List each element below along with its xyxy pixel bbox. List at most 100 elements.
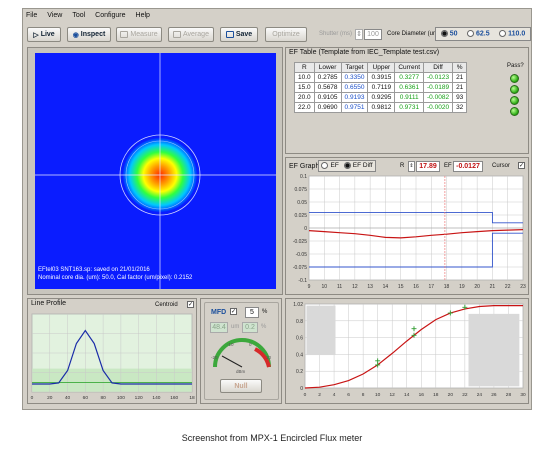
col-header-target: Target <box>340 62 369 73</box>
gauge-tick-label: 0 <box>249 342 252 347</box>
ef-curve-chart[interactable]: 1.020.80.60.40.200 2 4 6 8 10 12 14 16 18 20 22 24 26… <box>287 300 527 402</box>
core-option-label: 50 <box>449 30 458 38</box>
col-header-percent: % <box>452 62 468 73</box>
x-tick-label: 0 <box>304 392 307 398</box>
gauge-arc-good <box>213 338 271 368</box>
cell-upper: 0.3915 <box>367 72 396 83</box>
cell-current: 0.9731 <box>394 102 425 113</box>
menu-file[interactable]: File <box>26 12 38 19</box>
mfd-reading-2-unit: % <box>261 324 267 330</box>
centroid-label: Centroid <box>155 302 178 308</box>
shutter-label: Shutter (ms) <box>319 31 353 37</box>
ef-diff-chart[interactable]: 0.1 0.075 0.05 0.025 0 -0.025 -0.05 -0.075 -0.19… <box>287 173 527 295</box>
line-profile-chart[interactable]: 0 20 40 60 80 100 120 140 160 18 <box>29 311 195 403</box>
table-row[interactable]: 22.0 0.9690 0.9751 0.9812 0.9731 -0.0020… <box>294 102 468 113</box>
cell-target: 0.6550 <box>340 82 369 93</box>
toolbar: ▷ Live ◉ Inspect Measure Average Save Opti… <box>23 24 531 46</box>
core-option-label: 62.5 <box>476 30 490 38</box>
cursor-checkbox[interactable]: ✓ <box>518 162 525 169</box>
image-panel: EFtel03 SNT163.sp: saved on 21/01/2016 N… <box>27 47 283 295</box>
core-option-50[interactable]: 50 <box>440 30 458 38</box>
gauge-tick-label: 10 <box>266 355 272 360</box>
target-marker <box>462 304 468 310</box>
x-tick-label: 13 <box>367 284 373 290</box>
inspect-button[interactable]: ◉ Inspect <box>67 27 111 42</box>
cell-current: 0.9111 <box>394 92 425 103</box>
cursor-label: Cursor <box>492 163 511 169</box>
table-row[interactable]: 10.0 0.2785 0.3350 0.3915 0.3277 -0.0123… <box>294 72 468 83</box>
average-icon <box>173 31 182 38</box>
radio-icon <box>499 30 507 38</box>
average-button[interactable]: Average <box>168 27 214 42</box>
shutter-input[interactable]: 100 <box>364 29 382 40</box>
x-tick-label: 9 <box>308 284 311 290</box>
core-option-110[interactable]: 110.0 <box>499 30 526 38</box>
x-tick-label: 22 <box>505 284 511 290</box>
cell-r: 10.0 <box>294 72 315 83</box>
ef-table-title: EF Table (Template from IEC_Template tes… <box>289 49 440 56</box>
x-tick-label: 18 <box>433 392 439 398</box>
save-label: Save <box>235 31 253 38</box>
ef-mode-ef-diff[interactable]: EF Diff <box>343 162 373 170</box>
mask-region-right <box>468 313 520 387</box>
cell-lower: 0.2785 <box>313 72 342 83</box>
x-tick-label: 40 <box>65 395 71 401</box>
x-tick-label: 24 <box>477 392 483 398</box>
ef-mode-selector: EF EF Diff <box>318 160 376 172</box>
mfd-percent-input[interactable]: 5 <box>245 307 259 318</box>
optimize-button[interactable]: Optimize <box>265 27 307 42</box>
mfd-unit: % <box>262 309 268 315</box>
x-tick-label: 2 <box>318 392 321 398</box>
menu-help[interactable]: Help <box>135 12 150 19</box>
x-tick-label: 100 <box>117 395 125 401</box>
x-tick-label: 6 <box>347 392 350 398</box>
core-option-62-5[interactable]: 62.5 <box>467 30 490 38</box>
r-value-input[interactable]: 17.89 <box>416 161 440 172</box>
baseline-band <box>32 368 192 392</box>
x-tick-label: 8 <box>362 392 365 398</box>
ef-mode-ef[interactable]: EF <box>321 162 339 170</box>
core-option-label: 110.0 <box>508 30 526 38</box>
menu-view[interactable]: View <box>47 12 63 19</box>
line-profile-panel: Line Profile Centroid ✓ 0 20 40 60 80 100 120 1… <box>27 298 197 404</box>
null-button[interactable]: Null <box>220 379 262 393</box>
flux-image[interactable]: EFtel03 SNT163.sp: saved on 21/01/2016 N… <box>35 53 276 289</box>
table-row[interactable]: 15.0 0.5678 0.6550 0.7119 0.6361 -0.0189… <box>294 82 468 93</box>
x-tick-label: 28 <box>506 392 512 398</box>
radio-icon <box>343 162 351 170</box>
cell-lower: 0.5678 <box>313 82 342 93</box>
live-button[interactable]: ▷ Live <box>27 27 61 42</box>
average-label: Average <box>183 31 209 38</box>
gauge-unit: dBm <box>236 369 246 374</box>
image-info-line2: Nominal core dia. (um): 50.0, Cal factor… <box>38 275 193 281</box>
y-tick-label: 0.4 <box>296 352 303 358</box>
cell-r: 15.0 <box>294 82 315 93</box>
pass-header: Pass? <box>507 63 524 69</box>
x-tick-label: 14 <box>383 284 389 290</box>
col-header-current: Current <box>394 62 425 73</box>
mfd-label: MFD <box>211 309 227 316</box>
table-row[interactable]: 20.0 0.9105 0.9193 0.9295 0.9111 -0.0082… <box>294 92 468 103</box>
shutter-spinner[interactable]: ⇕ <box>355 29 363 40</box>
cell-target: 0.3350 <box>340 72 369 83</box>
centroid-checkbox[interactable]: ✓ <box>187 301 194 308</box>
x-tick-label: 19 <box>459 284 465 290</box>
r-spinner[interactable]: ⇕ <box>408 161 415 172</box>
menu-bar: File View Tool Configure Help <box>23 9 531 22</box>
mfd-checkbox[interactable]: ✓ <box>230 308 237 315</box>
mfd-reading-1: 48.4 <box>210 322 228 333</box>
ef-curve-panel: 1.02 0.8 0.6 0.4 0.2 0 0 2 4 6 8 10 12 14 16 18 20 22 24 26… <box>285 298 529 404</box>
menu-configure[interactable]: Configure <box>95 12 126 19</box>
series-current-line <box>308 229 524 239</box>
measure-button[interactable]: Measure <box>116 27 162 42</box>
cell-diff: -0.0123 <box>423 72 454 83</box>
x-tick-label: 0 <box>31 395 34 401</box>
y-tick-label: 0.025 <box>294 213 307 219</box>
cell-lower: 0.9690 <box>313 102 342 113</box>
cell-lower: 0.9105 <box>313 92 342 103</box>
menu-tool[interactable]: Tool <box>72 12 86 19</box>
x-tick-label: 140 <box>152 395 160 401</box>
mfd-reading-2: 0.2 <box>242 322 258 333</box>
x-tick-label: 20 <box>448 392 454 398</box>
save-button[interactable]: Save <box>220 27 258 42</box>
